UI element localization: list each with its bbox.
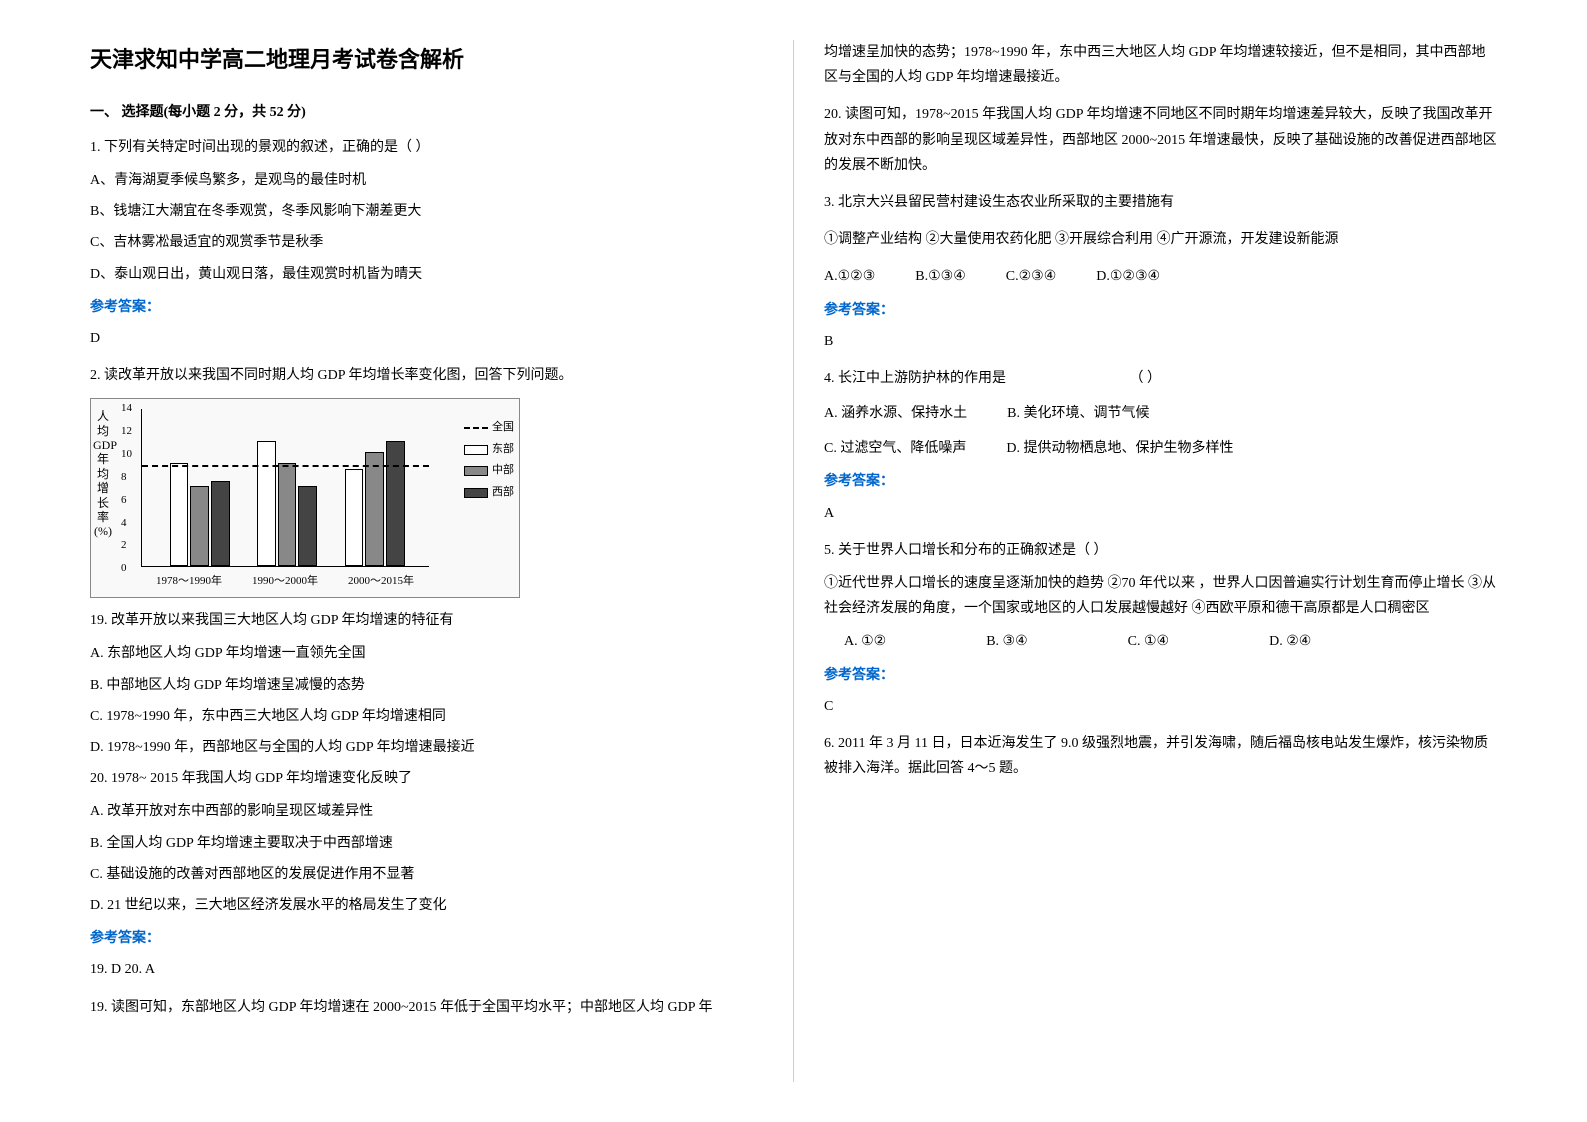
q3-optA: A.①②③ — [824, 264, 875, 289]
gdp-chart: 人均GDP年均增长率(%) 02468101214 1978～1990年1990… — [90, 398, 520, 598]
q19-optD: D. 1978~1990 年，西部地区与全国的人均 GDP 年均增速最接近 — [90, 735, 763, 760]
col2-line1: 均增速呈加快的态势；1978~1990 年，东中西三大地区人均 GDP 年均增速… — [824, 40, 1497, 90]
q3-stem: 3. 北京大兴县留民营村建设生态农业所采取的主要措施有 — [824, 190, 1497, 215]
q20-optC: C. 基础设施的改善对西部地区的发展促进作用不显著 — [90, 862, 763, 887]
q5-optB: B. ③④ — [986, 629, 1027, 654]
q2-answer: 19. D 20. A — [90, 957, 763, 982]
q5-options-row: A. ①② B. ③④ C. ①④ D. ②④ — [844, 629, 1497, 654]
q1-optB: B、钱塘江大潮宜在冬季观赏，冬季风影响下潮差更大 — [90, 199, 763, 224]
q1-stem: 1. 下列有关特定时间出现的景观的叙述，正确的是（ ） — [90, 135, 763, 160]
q2-stem: 2. 读改革开放以来我国不同时期人均 GDP 年均增长率变化图，回答下列问题。 — [90, 363, 763, 388]
q19-optC: C. 1978~1990 年，东中西三大地区人均 GDP 年均增速相同 — [90, 704, 763, 729]
q19-stem: 19. 改革开放以来我国三大地区人均 GDP 年均增速的特征有 — [90, 608, 763, 633]
q5-optC: C. ①④ — [1128, 629, 1169, 654]
q6-stem: 6. 2011 年 3 月 11 日，日本近海发生了 9.0 级强烈地震，并引发… — [824, 731, 1497, 781]
q1-optA: A、青海湖夏季候鸟繁多，是观鸟的最佳时机 — [90, 168, 763, 193]
q1-optD: D、泰山观日出，黄山观日落，最佳观赏时机皆为晴天 — [90, 262, 763, 287]
exam-title: 天津求知中学高二地理月考试卷含解析 — [90, 40, 763, 80]
chart-ylabel: 人均GDP年均增长率(%) — [93, 409, 113, 539]
right-column: 均增速呈加快的态势；1978~1990 年，东中西三大地区人均 GDP 年均增速… — [794, 40, 1527, 1082]
q5-body: ①近代世界人口增长的速度呈逐渐加快的趋势 ②70 年代以来 ，世界人口因普遍实行… — [824, 571, 1497, 621]
q3-answer-label: 参考答案： — [824, 298, 1497, 323]
q3-subopts: ①调整产业结构 ②大量使用农药化肥 ③开展综合利用 ④广开源流，开发建设新能源 — [824, 227, 1497, 252]
chart-plot-area — [141, 409, 429, 567]
q20-optD: D. 21 世纪以来，三大地区经济发展水平的格局发生了变化 — [90, 893, 763, 918]
q5-stem: 5. 关于世界人口增长和分布的正确叙述是（ ） — [824, 538, 1497, 563]
section-heading: 一、 选择题(每小题 2 分，共 52 分) — [90, 100, 763, 125]
q1-optC: C、吉林雾凇最适宜的观赏季节是秋季 — [90, 230, 763, 255]
col2-line2: 20. 读图可知，1978~2015 年我国人均 GDP 年均增速不同地区不同时… — [824, 102, 1497, 178]
q4-blank: （ ） — [1130, 371, 1162, 386]
q20-optA: A. 改革开放对东中西部的影响呈现区域差异性 — [90, 799, 763, 824]
q4-stem: 4. 长江中上游防护林的作用是 （ ） — [824, 366, 1497, 391]
q5-answer: C — [824, 694, 1497, 719]
q4-answer-label: 参考答案： — [824, 469, 1497, 494]
q4-answer: A — [824, 501, 1497, 526]
q4-row1: A. 涵养水源、保持水土 B. 美化环境、调节气候 — [824, 401, 1497, 426]
q20-stem: 20. 1978~ 2015 年我国人均 GDP 年均增速变化反映了 — [90, 766, 763, 791]
q2-answer-label: 参考答案： — [90, 926, 763, 951]
q4-optB: B. 美化环境、调节气候 — [1007, 401, 1149, 426]
q5-answer-label: 参考答案： — [824, 663, 1497, 688]
q3-optD: D.①②③④ — [1096, 264, 1160, 289]
q3-answer: B — [824, 329, 1497, 354]
q19-optB: B. 中部地区人均 GDP 年均增速呈减慢的态势 — [90, 673, 763, 698]
chart-legend: 全国东部中部西部 — [464, 419, 514, 505]
left-column: 天津求知中学高二地理月考试卷含解析 一、 选择题(每小题 2 分，共 52 分)… — [60, 40, 794, 1082]
q4-optD: D. 提供动物栖息地、保护生物多样性 — [1006, 436, 1233, 461]
q4-row2: C. 过滤空气、降低噪声 D. 提供动物栖息地、保护生物多样性 — [824, 436, 1497, 461]
q3-options-row: A.①②③ B.①③④ C.②③④ D.①②③④ — [824, 264, 1497, 289]
q20-optB: B. 全国人均 GDP 年均增速主要取决于中西部增速 — [90, 831, 763, 856]
q4-stem-text: 4. 长江中上游防护林的作用是 — [824, 371, 1006, 386]
q5-optD: D. ②④ — [1269, 629, 1311, 654]
q5-optA: A. ①② — [844, 629, 886, 654]
q19-optA: A. 东部地区人均 GDP 年均增速一直领先全国 — [90, 641, 763, 666]
q1-answer: D — [90, 326, 763, 351]
q2-explain19: 19. 读图可知，东部地区人均 GDP 年均增速在 2000~2015 年低于全… — [90, 995, 763, 1020]
chart-xaxis: 1978～1990年1990～2000年2000～2015年 — [141, 572, 429, 592]
q4-optA: A. 涵养水源、保持水土 — [824, 401, 967, 426]
q1-answer-label: 参考答案： — [90, 295, 763, 320]
q3-optB: B.①③④ — [915, 264, 966, 289]
q3-optC: C.②③④ — [1006, 264, 1057, 289]
q4-optC: C. 过滤空气、降低噪声 — [824, 436, 966, 461]
